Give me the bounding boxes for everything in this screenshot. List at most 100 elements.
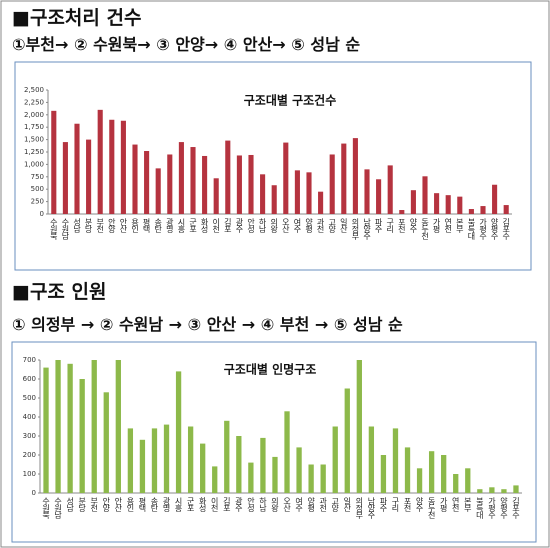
x-tick-label: 김포	[223, 217, 232, 232]
x-tick-label: 안산	[119, 217, 128, 233]
x-tick-label: 가평	[432, 218, 441, 233]
bar	[364, 169, 370, 214]
bar	[127, 428, 134, 493]
bar	[74, 123, 80, 214]
x-tick-label: 용인	[126, 497, 135, 512]
bar	[399, 210, 405, 214]
bar	[225, 140, 231, 214]
x-tick-label: 수원북	[42, 497, 51, 520]
bar	[163, 424, 170, 493]
x-tick-label: 본부	[463, 497, 472, 513]
title-bg	[220, 92, 360, 110]
x-tick-label: 가평수	[487, 497, 496, 520]
bar	[368, 426, 375, 493]
bar	[86, 139, 92, 214]
x-tick-label: 북특대	[467, 218, 476, 241]
x-tick-label: 분당	[77, 497, 86, 512]
x-tick-label: 양주	[409, 218, 418, 234]
x-tick-label: 화성	[200, 218, 209, 233]
bar	[356, 360, 362, 493]
x-tick-label: 동두천	[421, 218, 430, 240]
bar	[248, 462, 254, 493]
y-tick-label: 250	[31, 198, 44, 206]
bar	[308, 464, 314, 493]
x-tick-label: 하남	[258, 217, 267, 233]
x-tick-label: 고양	[330, 497, 339, 512]
x-tick-label: 화성	[198, 497, 207, 512]
y-tick-label: 2,000	[24, 111, 44, 119]
x-tick-label: 광명	[162, 496, 171, 512]
x-tick-label: 시흥	[177, 218, 186, 233]
x-tick-label: 포천	[397, 218, 406, 233]
bar	[224, 420, 230, 493]
bar	[115, 360, 121, 493]
bar	[151, 428, 158, 493]
bar	[457, 196, 463, 214]
x-tick-label: 이천	[210, 496, 219, 512]
bar	[178, 142, 184, 214]
bar	[132, 144, 138, 214]
x-tick-label: 양평	[306, 497, 315, 512]
x-tick-label: 하남	[258, 496, 267, 512]
bar	[428, 451, 435, 493]
bar	[410, 190, 416, 214]
x-tick-label: 의왕	[269, 217, 278, 233]
bar	[441, 455, 447, 493]
x-tick-label: 일산	[342, 497, 351, 512]
x-tick-label: 안성	[246, 217, 255, 233]
x-tick-label: 연천	[451, 497, 460, 512]
x-tick-label: 가평수	[478, 218, 487, 241]
y-tick-label: 1,750	[24, 123, 44, 131]
y-tick-label: 300	[23, 432, 36, 440]
bar	[404, 447, 411, 493]
x-tick-label: 수원북	[49, 218, 58, 241]
x-tick-label: 일산	[339, 218, 348, 233]
y-tick-label: 2,500	[24, 86, 44, 94]
x-tick-label: 오산	[281, 218, 290, 233]
x-tick-label: 김포	[222, 496, 231, 511]
x-tick-label: 과천	[316, 218, 325, 233]
bar	[294, 170, 300, 214]
x-tick-label: 분당	[84, 218, 93, 233]
x-tick-label: 의정부	[355, 496, 364, 520]
x-tick-label: 의정부	[351, 217, 360, 241]
bar	[144, 151, 150, 214]
x-tick-label: 평택	[142, 217, 151, 234]
bar	[387, 165, 393, 214]
x-tick-label: 안양	[107, 217, 116, 233]
bar	[175, 371, 182, 493]
bar	[236, 436, 242, 493]
bar	[91, 360, 97, 493]
title-bg	[200, 361, 340, 379]
y-tick-label: 500	[23, 394, 36, 402]
bar	[416, 468, 423, 493]
x-tick-label: 동두천	[427, 497, 436, 519]
x-tick-label: 부천	[96, 218, 105, 233]
y-tick-label: 1,250	[24, 148, 44, 156]
bar	[503, 205, 509, 214]
bar	[501, 489, 507, 493]
x-tick-label: 송탄	[150, 497, 159, 512]
x-tick-label: 양주	[415, 497, 424, 513]
x-tick-label: 광주	[235, 217, 244, 234]
bar	[103, 392, 109, 493]
x-tick-label: 김포수	[502, 217, 511, 241]
bar	[332, 426, 338, 493]
y-tick-label: 0	[32, 489, 36, 497]
x-tick-label: 포천	[403, 497, 412, 512]
x-tick-label: 남양주	[367, 497, 376, 520]
bar	[477, 489, 483, 493]
bar	[202, 155, 208, 214]
y-tick-label: 500	[31, 185, 44, 193]
bar	[329, 154, 335, 214]
chart-title: 구조대별 인명구조	[224, 362, 317, 377]
bar	[200, 443, 206, 493]
bar	[155, 168, 161, 214]
bar	[272, 456, 278, 493]
x-tick-label: 성남	[65, 497, 74, 512]
bar	[283, 142, 289, 214]
x-tick-label: 시흥	[174, 497, 183, 512]
x-tick-label: 구리	[386, 218, 395, 234]
heading: ■구조 인원	[12, 281, 107, 303]
